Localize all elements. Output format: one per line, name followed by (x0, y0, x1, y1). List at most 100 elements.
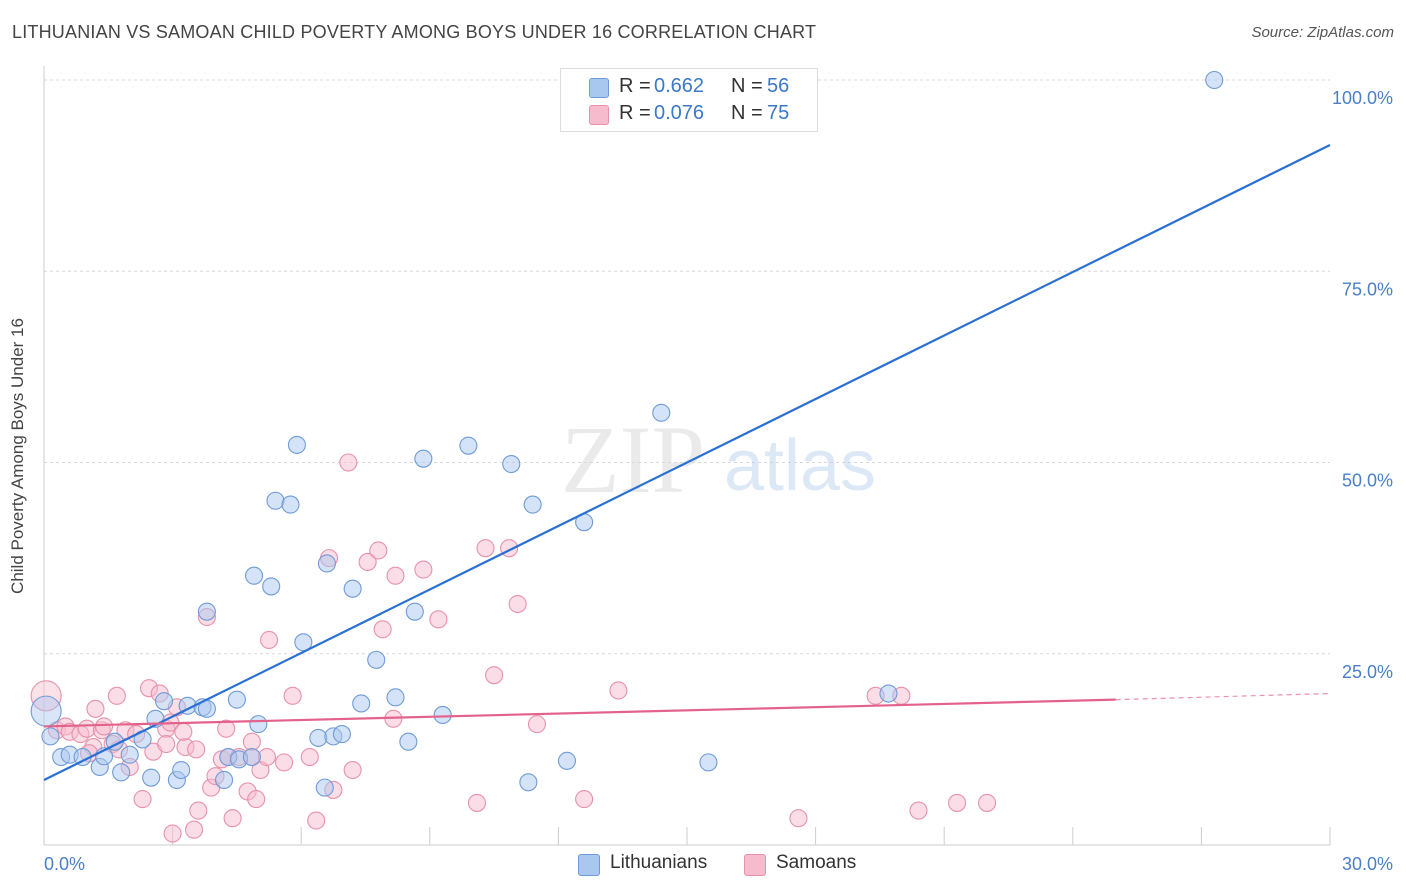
lithuanians-point (281, 495, 300, 514)
y-tick-label: 100.0% (1332, 88, 1393, 108)
samoans-point (157, 734, 176, 754)
lithuanians-point (367, 650, 386, 669)
y-tick-label: 75.0% (1342, 279, 1393, 299)
lithuanians-trend-line (43, 144, 1331, 781)
samoans-point (184, 820, 204, 839)
grid-lines (44, 79, 1330, 655)
samoans-point (163, 824, 182, 843)
series-swatch-samoans (744, 854, 766, 876)
samoans-point (485, 666, 504, 685)
series-label-samoans: Samoans (776, 852, 857, 873)
lithuanians-point (242, 747, 261, 767)
samoans-point (77, 719, 96, 738)
lithuanians-point (317, 554, 336, 573)
lithuanians-point (214, 770, 234, 790)
lithuanians-point (120, 745, 139, 764)
lithuanians-point (879, 684, 898, 703)
correlation-legend: R = 0.662 N = 56 R = 0.076 N = 75 (560, 68, 818, 132)
samoans-point (508, 594, 527, 614)
legend-n-value-samoans: 75 (767, 102, 790, 124)
samoans-point (94, 717, 114, 736)
lithuanians-point (502, 454, 521, 474)
lithuanians-point (41, 727, 60, 746)
x-tick-label: 30.0% (1342, 854, 1393, 874)
lithuanians-point (523, 495, 542, 514)
legend-n-label: N = (731, 102, 763, 124)
source-label: Source: ZipAtlas.com (1251, 24, 1394, 41)
lithuanians-point (414, 449, 433, 468)
lithuanians-point (652, 403, 671, 422)
series-swatch-lithuanians (578, 854, 600, 876)
trend-lines (43, 144, 1331, 781)
samoans-point (343, 760, 362, 780)
samoans-point (948, 793, 967, 812)
y-axis-label: Child Poverty Among Boys Under 16 (8, 318, 27, 594)
watermark: ZIP atlas (561, 406, 876, 513)
lithuanians-point (227, 690, 246, 709)
samoans-point (575, 790, 594, 809)
x-tick-label: 0.0% (44, 854, 85, 874)
watermark-zip: ZIP (561, 406, 705, 513)
samoans-point (242, 732, 261, 751)
y-tick-label: 25.0% (1342, 662, 1393, 682)
samoans-trend-extension (1115, 692, 1331, 701)
samoans-point (283, 686, 302, 705)
lithuanians-point (699, 753, 718, 772)
lithuanians-point (287, 435, 306, 454)
legend-n-label: N = (731, 75, 763, 97)
series-label-lithuanians: Lithuanians (610, 852, 708, 873)
samoans-point (373, 620, 392, 639)
samoans-point (429, 610, 448, 629)
lithuanians-point (386, 688, 405, 707)
lithuanians-point (172, 760, 191, 780)
lithuanians-point (459, 436, 478, 455)
samoans-point (369, 541, 388, 560)
lithuanians-point (249, 715, 268, 734)
legend-r-value-samoans: 0.076 (654, 102, 705, 124)
lithuanians-point (154, 692, 174, 711)
lithuanians-point (352, 694, 371, 713)
samoans-point (133, 790, 152, 809)
samoans-point (259, 630, 279, 650)
axes (43, 66, 1331, 846)
lithuanians-point (405, 602, 424, 621)
samoans-point (978, 793, 997, 812)
lithuanians-point (262, 577, 281, 596)
samoans-point (174, 722, 193, 741)
samoans-point (386, 566, 405, 585)
samoans-point (307, 811, 326, 830)
samoans-point (300, 747, 319, 767)
watermark-atlas: atlas (724, 426, 876, 506)
samoans-point (414, 560, 433, 579)
lithuanians-point (266, 491, 285, 510)
lithuanians-point (315, 778, 334, 797)
samoans-point (358, 552, 377, 572)
samoans-point (107, 686, 126, 705)
lithuanians-point (399, 732, 418, 751)
samoans-point (247, 790, 266, 809)
lithuanians-point (244, 566, 264, 585)
legend-swatch-lithuanians (589, 78, 609, 98)
lithuanians-point (30, 695, 62, 727)
legend-r-label: R = (619, 75, 651, 97)
samoans-point (476, 539, 495, 558)
legend-swatch-samoans (589, 105, 609, 125)
samoans-point (275, 753, 294, 772)
lithuanians-point (332, 725, 351, 744)
lithuanians-point (343, 579, 362, 598)
samoans-point (789, 809, 808, 828)
lithuanians-point (557, 751, 577, 770)
legend-n-value-lithuanians: 56 (767, 75, 790, 97)
samoans-point (217, 719, 236, 738)
lithuanians-point (197, 602, 216, 621)
lithuanians-point (433, 705, 452, 725)
samoans-point (909, 801, 928, 820)
samoans-point (257, 747, 276, 767)
lithuanians-point (519, 773, 538, 792)
samoans-point (223, 809, 242, 828)
tick-labels: 100.0% 75.0% 50.0% 25.0% 0.0% 30.0% (44, 88, 1393, 874)
chart-title: LITHUANIAN VS SAMOAN CHILD POVERTY AMONG… (12, 22, 817, 42)
samoans-point (527, 715, 547, 734)
y-tick-label: 50.0% (1342, 471, 1393, 491)
